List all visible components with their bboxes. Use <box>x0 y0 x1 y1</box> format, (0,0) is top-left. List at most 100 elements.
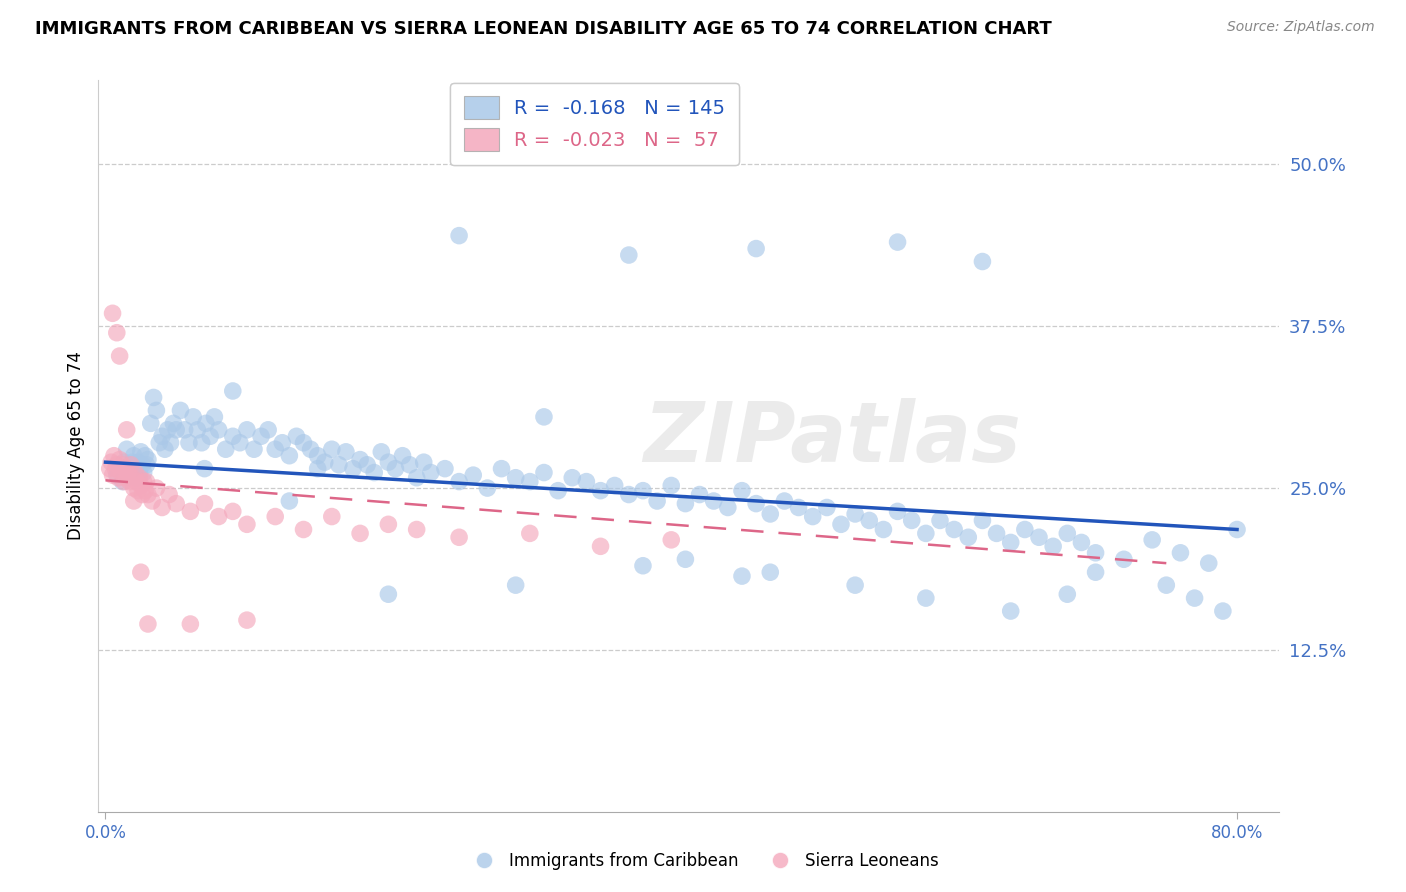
Point <box>659 478 682 492</box>
Point <box>645 494 668 508</box>
Point <box>377 455 399 469</box>
Point <box>129 478 152 492</box>
Point <box>957 530 980 544</box>
Point <box>112 475 135 489</box>
Point <box>915 591 938 606</box>
Point <box>419 466 441 480</box>
Point <box>463 468 485 483</box>
Point <box>349 526 371 541</box>
Point <box>349 452 371 467</box>
Point <box>129 566 152 580</box>
Point <box>243 442 266 457</box>
Point <box>127 483 149 498</box>
Point <box>128 466 150 480</box>
Point <box>142 391 165 405</box>
Point <box>177 435 200 450</box>
Point <box>1070 535 1092 549</box>
Point <box>405 471 427 485</box>
Point <box>986 526 1008 541</box>
Point <box>122 449 145 463</box>
Point <box>335 445 357 459</box>
Point <box>787 500 810 515</box>
Y-axis label: Disability Age 65 to 74: Disability Age 65 to 74 <box>66 351 84 541</box>
Point <box>103 449 125 463</box>
Point <box>356 458 378 472</box>
Point <box>108 452 131 467</box>
Point <box>118 468 141 483</box>
Point <box>299 442 322 457</box>
Point <box>202 409 225 424</box>
Point <box>100 455 122 469</box>
Point <box>117 466 139 480</box>
Point <box>190 435 212 450</box>
Point <box>377 517 399 532</box>
Point <box>108 461 131 475</box>
Point <box>1014 523 1036 537</box>
Point <box>1000 535 1022 549</box>
Point <box>745 497 768 511</box>
Point <box>208 509 231 524</box>
Point <box>617 248 640 262</box>
Point <box>179 617 201 632</box>
Point <box>972 513 994 527</box>
Point <box>236 613 259 627</box>
Point <box>114 461 136 475</box>
Point <box>1056 587 1078 601</box>
Point <box>1042 539 1064 553</box>
Point <box>858 513 880 527</box>
Point <box>929 513 952 527</box>
Point <box>111 458 134 472</box>
Point <box>193 461 215 475</box>
Point <box>321 442 343 457</box>
Point <box>222 504 245 518</box>
Text: ZIPatlas: ZIPatlas <box>643 398 1021 479</box>
Point <box>745 242 768 256</box>
Point <box>617 487 640 501</box>
Point <box>105 468 128 483</box>
Legend: R =  -0.168   N = 145, R =  -0.023   N =  57: R = -0.168 N = 145, R = -0.023 N = 57 <box>450 83 738 164</box>
Point <box>141 494 163 508</box>
Point <box>519 475 541 489</box>
Point <box>759 566 782 580</box>
Point <box>631 558 654 573</box>
Point <box>759 507 782 521</box>
Point <box>801 509 824 524</box>
Point <box>117 461 139 475</box>
Point <box>363 466 385 480</box>
Point <box>250 429 273 443</box>
Point <box>1112 552 1135 566</box>
Point <box>631 483 654 498</box>
Point <box>264 509 287 524</box>
Point <box>193 497 215 511</box>
Point <box>162 417 184 431</box>
Point <box>186 423 208 437</box>
Point <box>433 461 456 475</box>
Point <box>1084 566 1107 580</box>
Point <box>215 442 238 457</box>
Point <box>181 409 204 424</box>
Point <box>398 458 420 472</box>
Point <box>1198 556 1220 570</box>
Point <box>125 471 148 485</box>
Point <box>131 458 153 472</box>
Point <box>132 475 155 489</box>
Point <box>120 461 142 475</box>
Point <box>1140 533 1163 547</box>
Point <box>533 409 555 424</box>
Point <box>222 384 245 398</box>
Point <box>972 254 994 268</box>
Point <box>132 466 155 480</box>
Point <box>1156 578 1178 592</box>
Point <box>278 494 301 508</box>
Point <box>264 442 287 457</box>
Point <box>125 475 148 489</box>
Point <box>135 458 157 472</box>
Point <box>659 533 682 547</box>
Point <box>689 487 711 501</box>
Point <box>115 423 138 437</box>
Point <box>169 403 191 417</box>
Point <box>101 468 124 483</box>
Point <box>292 523 315 537</box>
Point <box>773 494 796 508</box>
Point <box>603 478 626 492</box>
